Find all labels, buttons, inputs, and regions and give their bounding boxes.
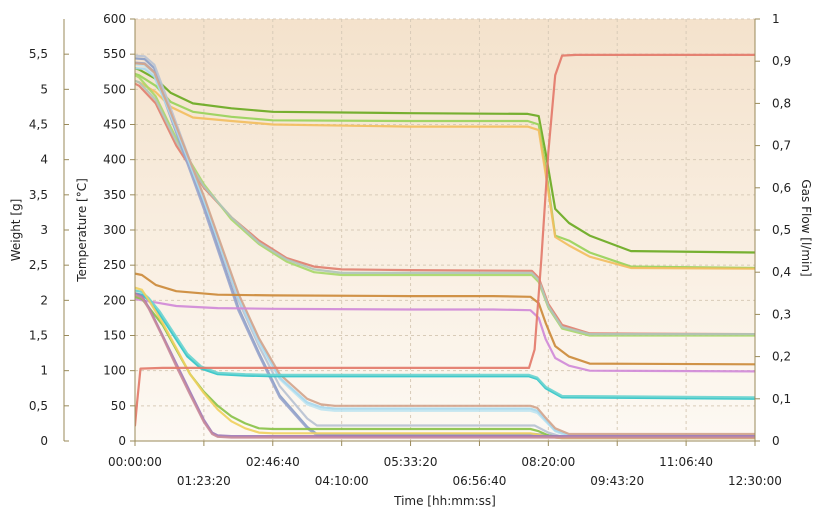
weight-tick-label: 3,5	[29, 188, 48, 202]
weight-tick-label: 2,5	[29, 258, 48, 272]
temperature-tick-label: 150	[103, 329, 126, 343]
x-axis-title: Time [hh:mm:ss]	[393, 494, 496, 508]
series-line-21	[135, 53, 755, 427]
weight-tick-label: 0,5	[29, 399, 48, 413]
weight-tick-label: 5	[40, 82, 48, 96]
x-tick-label: 09:43:20	[590, 474, 644, 488]
series-line-6	[135, 79, 755, 336]
weight-tick-label: 0	[40, 434, 48, 448]
gasflow-tick-label: 0,7	[772, 139, 791, 153]
series-line-16	[135, 289, 755, 399]
gasflow-tick-label: 0,4	[772, 265, 791, 279]
x-tick-label: 01:23:20	[177, 474, 231, 488]
weight-tick-label: 5,5	[29, 47, 48, 61]
weight-tick-label: 4,5	[29, 118, 48, 132]
series-line-4	[135, 82, 755, 336]
gasflow-tick-label: 0,9	[772, 54, 791, 68]
temperature-tick-label: 550	[103, 47, 126, 61]
series-group	[135, 53, 755, 440]
x-tick-label: 08:20:00	[521, 455, 575, 469]
x-tick-label: 00:00:00	[108, 455, 162, 469]
temperature-tick-label: 450	[103, 118, 126, 132]
gasflow-axis-title: Gas Flow [l/min]	[799, 179, 813, 276]
gasflow-tick-label: 0,1	[772, 392, 791, 406]
weight-tick-label: 4	[40, 153, 48, 167]
gasflow-tick-label: 0,5	[772, 223, 791, 237]
series-line-11	[135, 67, 755, 437]
gasflow-tick-label: 0	[772, 434, 780, 448]
temperature-tick-label: 400	[103, 153, 126, 167]
x-tick-label: 05:33:20	[384, 455, 438, 469]
temperature-tick-label: 0	[118, 434, 126, 448]
gasflow-tick-label: 0,6	[772, 181, 791, 195]
x-tick-label: 02:46:40	[246, 455, 300, 469]
gasflow-tick-label: 0,3	[772, 307, 791, 321]
temperature-tick-label: 250	[103, 258, 126, 272]
series-line-12	[135, 62, 755, 436]
gasflow-tick-label: 0,8	[772, 96, 791, 110]
weight-tick-label: 3	[40, 223, 48, 237]
axes: 0 0,5 1 1,5 2 2,5 3 3,5 4 4,5 5 5,5 0 50 100 150 200 250 3…	[29, 12, 791, 488]
temperature-axis-title: Temperature [°C]	[75, 178, 89, 283]
x-tick-label: 06:56:40	[452, 474, 506, 488]
x-tick-label: 04:10:00	[315, 474, 369, 488]
series-line-20	[135, 293, 755, 439]
weight-axis-title: Weight [g]	[9, 199, 23, 262]
series-line-17	[135, 295, 755, 439]
temperature-tick-label: 500	[103, 82, 126, 96]
temperature-tick-label: 200	[103, 293, 126, 307]
weight-tick-label: 2	[40, 293, 48, 307]
x-tick-label: 12:30:00	[728, 474, 782, 488]
weight-tick-label: 1	[40, 364, 48, 378]
temperature-tick-label: 50	[111, 399, 126, 413]
temperature-tick-label: 100	[103, 364, 126, 378]
temperature-tick-label: 600	[103, 12, 126, 26]
gasflow-tick-label: 0,2	[772, 350, 791, 364]
series-line-14	[135, 297, 755, 373]
weight-tick-label: 1,5	[29, 329, 48, 343]
x-tick-label: 11:06:40	[659, 455, 713, 469]
series-line-9	[135, 54, 755, 438]
temperature-tick-label: 300	[103, 223, 126, 237]
temperature-tick-label: 350	[103, 188, 126, 202]
gasflow-tick-label: 1	[772, 12, 780, 26]
series-line-13	[135, 272, 755, 366]
